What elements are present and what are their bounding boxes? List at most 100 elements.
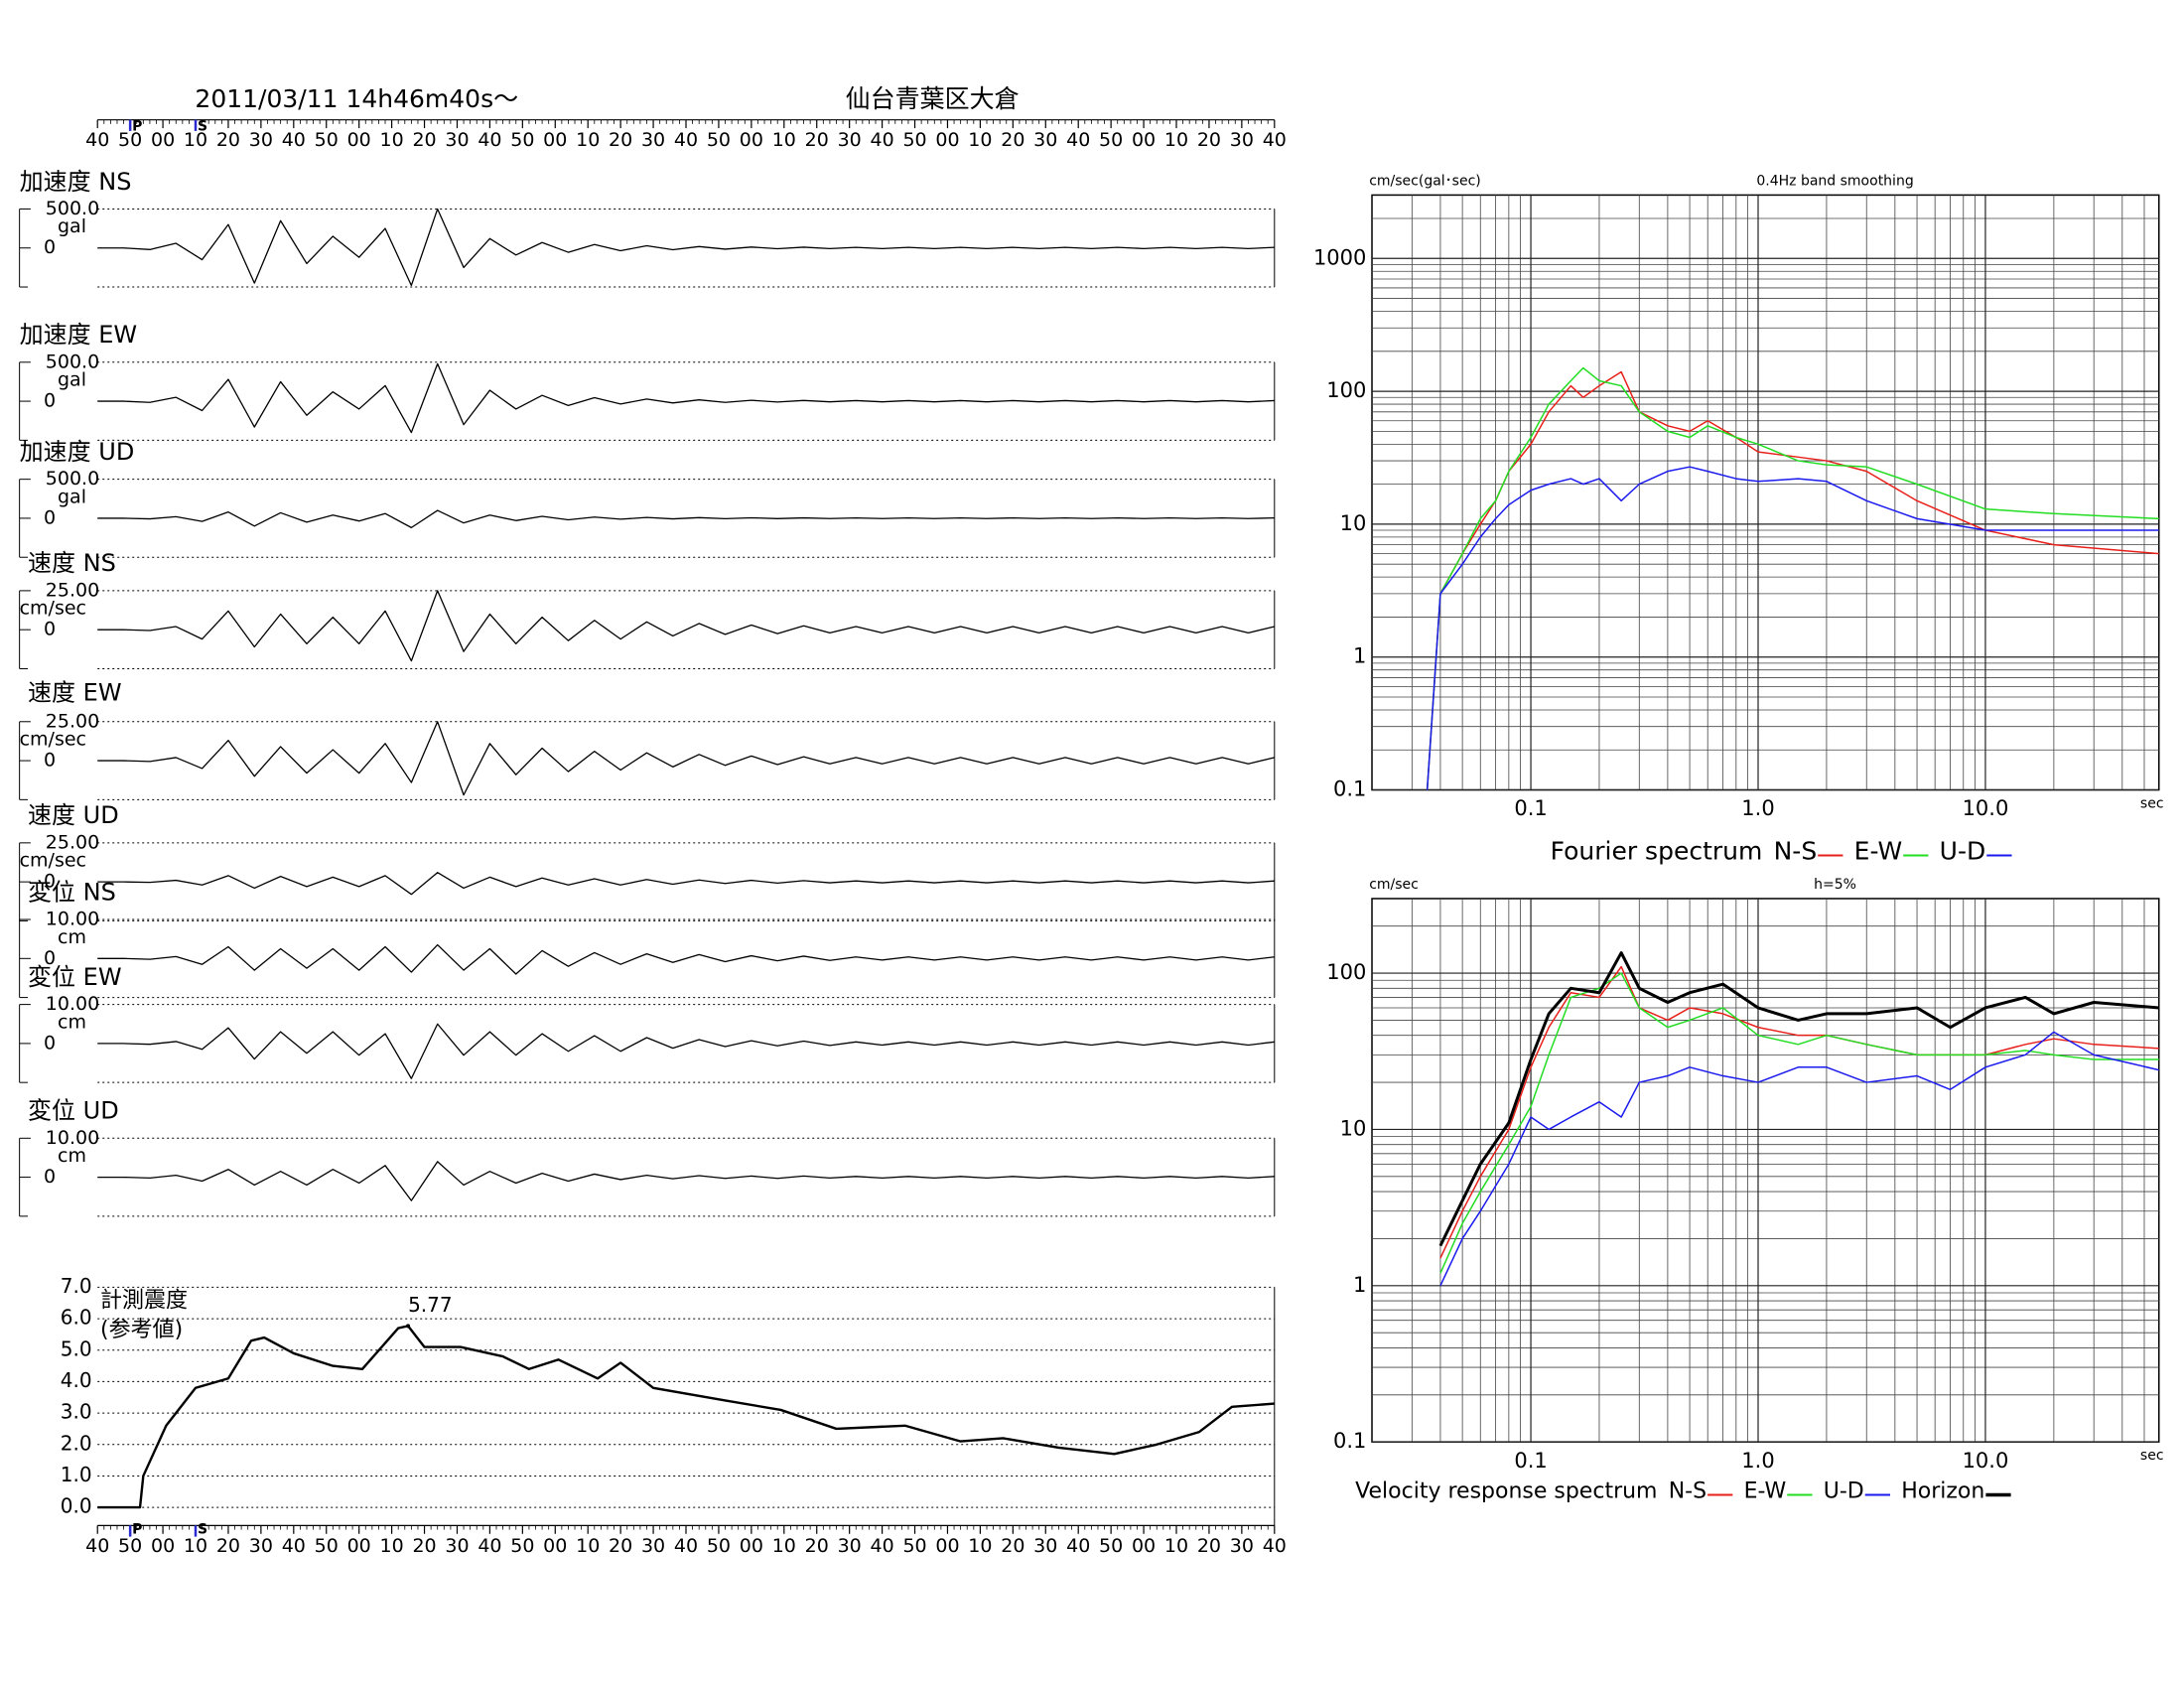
waveform-trace bbox=[97, 943, 1275, 975]
legend-label: N-S bbox=[1669, 1479, 1706, 1504]
x-tick-label: 20 bbox=[609, 1535, 632, 1557]
y-tick-label: 10 bbox=[1340, 1116, 1367, 1140]
y-axis-label: cm/sec(gal･sec) bbox=[1369, 173, 1481, 189]
y-tick-label: 10.00 bbox=[46, 1127, 99, 1149]
phase-label: S bbox=[198, 1522, 207, 1538]
x-tick-label: 10 bbox=[968, 1535, 992, 1557]
x-tick-label: 30 bbox=[445, 1535, 469, 1557]
x-tick-label: 00 bbox=[347, 1535, 371, 1557]
y-tick-label: 0 bbox=[44, 506, 56, 528]
legend-label: Horizon bbox=[1901, 1479, 1984, 1504]
x-tick-label: 40 bbox=[282, 129, 306, 151]
y-tick-label: 7.0 bbox=[61, 1274, 92, 1298]
x-tick-label: 10 bbox=[184, 1535, 207, 1557]
x-tick-label: 40 bbox=[85, 1535, 109, 1557]
legend-label: U-D bbox=[1940, 837, 1986, 866]
y-tick-label: 6.0 bbox=[61, 1306, 92, 1330]
y-tick-label: 10.00 bbox=[46, 993, 99, 1015]
station-name: 仙台青葉区大倉 bbox=[846, 84, 1020, 113]
x-tick-label: 50 bbox=[315, 1535, 339, 1557]
x-tick-label: 40 bbox=[478, 1535, 501, 1557]
peak-label: 5.77 bbox=[408, 1293, 453, 1317]
y-tick-label: 0.0 bbox=[61, 1494, 92, 1518]
x-tick-label: 00 bbox=[151, 1535, 175, 1557]
y-tick-label: 100 bbox=[1326, 378, 1366, 402]
y-tick-label: 4.0 bbox=[61, 1368, 92, 1392]
unit-label: cm/sec bbox=[20, 850, 86, 872]
x-tick-label: 40 bbox=[1066, 1535, 1090, 1557]
x-tick-label: 20 bbox=[805, 129, 829, 151]
x-tick-label: 30 bbox=[249, 1535, 273, 1557]
x-tick-label: 40 bbox=[871, 1535, 894, 1557]
x-tick-label: 30 bbox=[1033, 1535, 1057, 1557]
x-tick-label: 30 bbox=[838, 129, 862, 151]
x-tick-label: 00 bbox=[347, 129, 371, 151]
x-tick-label: 10.0 bbox=[1963, 1449, 2009, 1473]
y-tick-label: 100 bbox=[1326, 960, 1366, 984]
x-tick-label: 50 bbox=[315, 129, 339, 151]
x-tick-label: 20 bbox=[412, 1535, 436, 1557]
y-tick-label: 0 bbox=[44, 1032, 56, 1054]
spectrum-line bbox=[1426, 366, 2159, 790]
legend-label: N-S bbox=[1774, 837, 1818, 866]
x-tick-label: 00 bbox=[1132, 1535, 1156, 1557]
x-axis-label: sec bbox=[2140, 796, 2164, 812]
x-tick-label: 30 bbox=[1033, 129, 1057, 151]
x-tick-label: 10 bbox=[772, 1535, 796, 1557]
y-tick-label: 5.0 bbox=[61, 1336, 92, 1360]
phase-label: P bbox=[132, 1522, 142, 1538]
trace-label: 速度 UD bbox=[28, 801, 119, 829]
y-tick-label: 0 bbox=[44, 390, 56, 412]
x-tick-label: 10 bbox=[380, 1535, 404, 1557]
unit-label: cm/sec bbox=[20, 598, 86, 620]
x-tick-label: 40 bbox=[674, 129, 698, 151]
y-tick-label: 0 bbox=[44, 750, 56, 772]
y-tick-label: 1.0 bbox=[61, 1463, 92, 1486]
y-tick-label: 10.00 bbox=[46, 909, 99, 930]
waveform-trace bbox=[97, 721, 1275, 796]
unit-label: gal bbox=[58, 486, 86, 507]
x-tick-label: 10 bbox=[576, 1535, 600, 1557]
phase-label: S bbox=[198, 119, 207, 135]
trace-label: 変位 UD bbox=[28, 1097, 119, 1125]
y-tick-label: 0 bbox=[44, 236, 56, 258]
x-tick-label: 50 bbox=[902, 129, 926, 151]
waveform-trace bbox=[97, 872, 1275, 896]
x-tick-label: 20 bbox=[1197, 1535, 1221, 1557]
x-tick-label: 00 bbox=[740, 1535, 763, 1557]
peak-marker bbox=[406, 1324, 411, 1329]
unit-label: cm/sec bbox=[20, 729, 86, 751]
y-axis-label: 計測震度 bbox=[100, 1288, 188, 1313]
y-tick-label: 0.1 bbox=[1333, 1429, 1366, 1453]
x-tick-label: 30 bbox=[445, 129, 469, 151]
waveform-trace bbox=[97, 590, 1275, 662]
legend-title: Velocity response spectrum bbox=[1355, 1479, 1657, 1504]
x-tick-label: 50 bbox=[1099, 1535, 1123, 1557]
x-tick-label: 20 bbox=[216, 129, 240, 151]
x-tick-label: 0.1 bbox=[1514, 796, 1547, 820]
x-tick-label: 10 bbox=[184, 129, 207, 151]
y-tick-label: 25.00 bbox=[46, 710, 99, 732]
x-tick-label: 50 bbox=[118, 1535, 142, 1557]
y-tick-label: 500.0 bbox=[46, 198, 99, 219]
x-tick-label: 20 bbox=[216, 1535, 240, 1557]
y-tick-label: 1 bbox=[1353, 1273, 1366, 1297]
y-tick-label: 3.0 bbox=[61, 1400, 92, 1424]
x-tick-label: 40 bbox=[1263, 1535, 1287, 1557]
x-tick-label: 00 bbox=[151, 129, 175, 151]
x-tick-label: 00 bbox=[740, 129, 763, 151]
x-tick-label: 50 bbox=[707, 1535, 731, 1557]
x-tick-label: 10 bbox=[576, 129, 600, 151]
phase-label: P bbox=[132, 119, 142, 135]
trace-label: 加速度 UD bbox=[20, 438, 135, 466]
unit-label: cm bbox=[58, 926, 86, 948]
x-tick-label: 40 bbox=[282, 1535, 306, 1557]
x-tick-label: 40 bbox=[1066, 129, 1090, 151]
y-axis-label: (参考値) bbox=[100, 1318, 183, 1342]
intensity-line bbox=[97, 1325, 1275, 1509]
y-tick-label: 500.0 bbox=[46, 351, 99, 372]
x-tick-label: 50 bbox=[707, 129, 731, 151]
